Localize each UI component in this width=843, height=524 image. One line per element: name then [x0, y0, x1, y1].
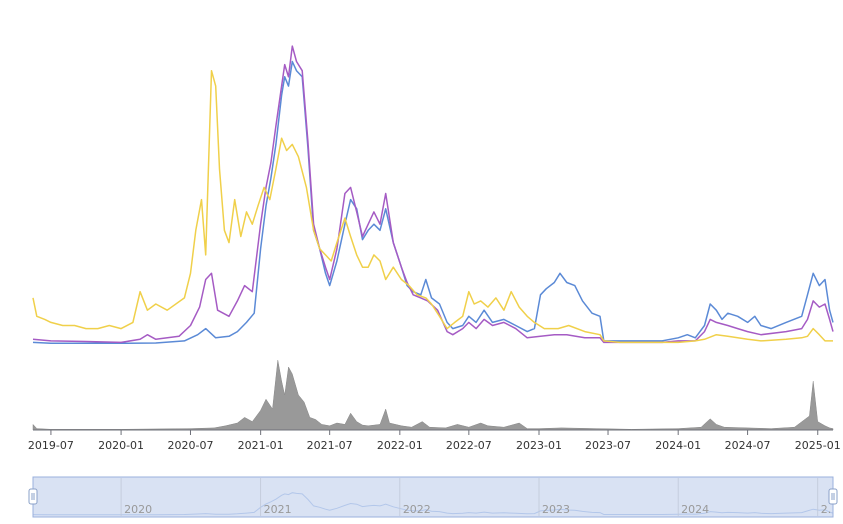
slider-year-label: 2020: [124, 503, 152, 516]
x-tick-label: 2022-07: [446, 439, 492, 452]
slider-window[interactable]: [32, 476, 834, 518]
slider-year-label: 2023: [542, 503, 570, 516]
x-tick-label: 2020-01: [98, 439, 144, 452]
slider-handle-left[interactable]: [28, 488, 38, 505]
volume-layer: [32, 359, 834, 431]
series-line-2: [32, 45, 834, 344]
x-tick-label: 2024-01: [655, 439, 701, 452]
series-layer: [32, 45, 834, 345]
x-tick-label: 2025-01: [795, 439, 841, 452]
x-axis: 2019-07 2020-01 2020-07 2021-01 2021-07 2022-…: [28, 429, 841, 452]
slider-year-label: 2021: [264, 503, 292, 516]
slider-handle-right[interactable]: [828, 488, 838, 505]
x-tick-label: 2023-07: [585, 439, 631, 452]
x-tick-label: 2020-07: [167, 439, 213, 452]
series-line-1: [32, 60, 834, 345]
slider-year-label: 2024: [681, 503, 709, 516]
x-tick-label: 2021-01: [238, 439, 284, 452]
slider-year-label: 2.: [821, 503, 832, 516]
x-tick-label: 2019-07: [28, 439, 74, 452]
x-tick-label: 2022-01: [377, 439, 423, 452]
series-line-3: [32, 69, 833, 344]
slider-labels: 2020 2021 2022 2023 2024 2.: [120, 478, 832, 516]
x-tick-label: 2021-07: [307, 439, 353, 452]
x-tick-label: 2023-01: [516, 439, 562, 452]
x-tick-label: 2024-07: [725, 439, 771, 452]
slider-year-label: 2022: [403, 503, 431, 516]
volume-area: [32, 359, 834, 431]
data-zoom-slider[interactable]: 2020 2021 2022 2023 2024 2.: [28, 476, 838, 518]
